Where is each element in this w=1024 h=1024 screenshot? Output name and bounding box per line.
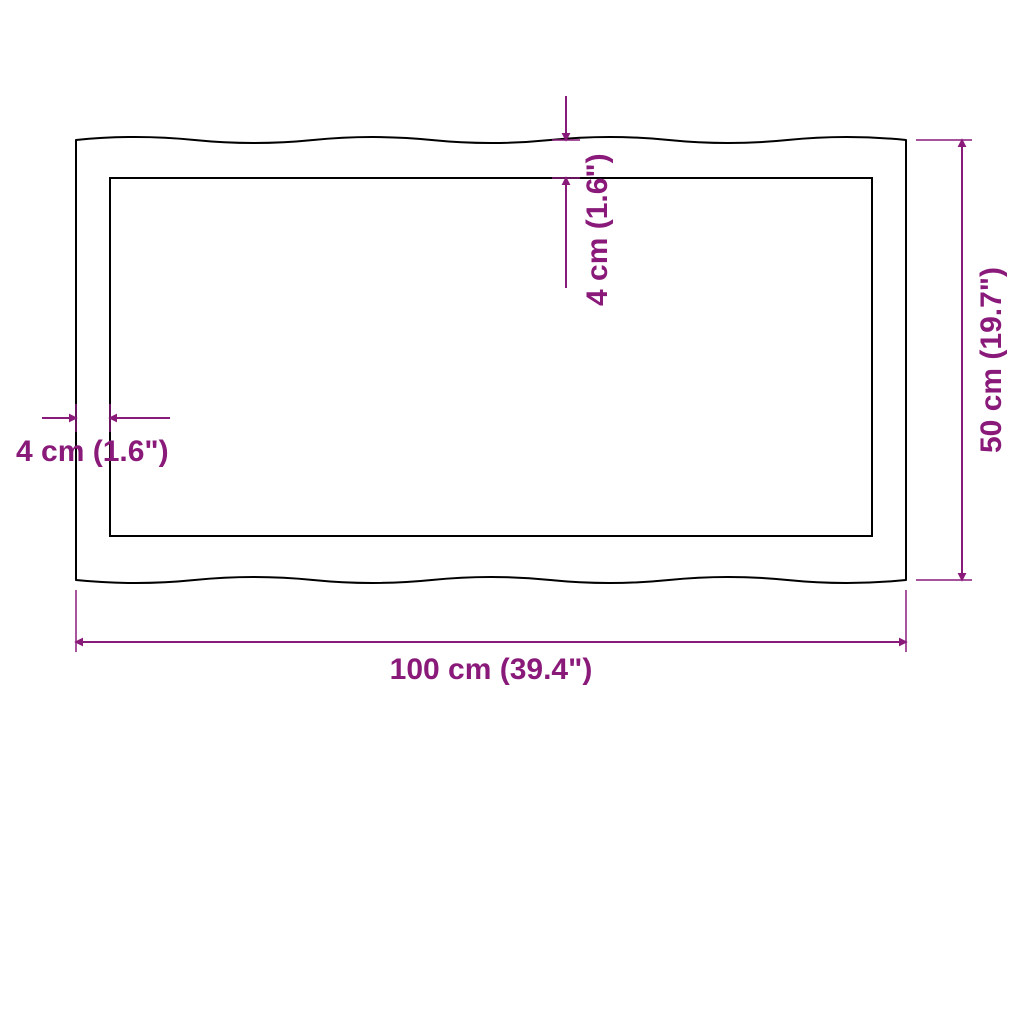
dimension-label-left-inset: 4 cm (1.6") bbox=[16, 436, 216, 468]
dimension-label-width: 100 cm (39.4") bbox=[361, 654, 621, 686]
panel-outer-outline bbox=[76, 137, 906, 583]
diagram-svg bbox=[0, 0, 1024, 1024]
diagram-stage: 100 cm (39.4") 50 cm (19.7") 4 cm (1.6")… bbox=[0, 0, 1024, 1024]
dimension-label-height: 50 cm (19.7") bbox=[976, 250, 1008, 470]
dimension-label-top-inset: 4 cm (1.6") bbox=[582, 130, 614, 330]
panel-inner-outline bbox=[110, 178, 872, 536]
